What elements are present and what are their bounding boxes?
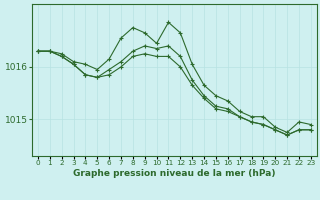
X-axis label: Graphe pression niveau de la mer (hPa): Graphe pression niveau de la mer (hPa) [73, 169, 276, 178]
